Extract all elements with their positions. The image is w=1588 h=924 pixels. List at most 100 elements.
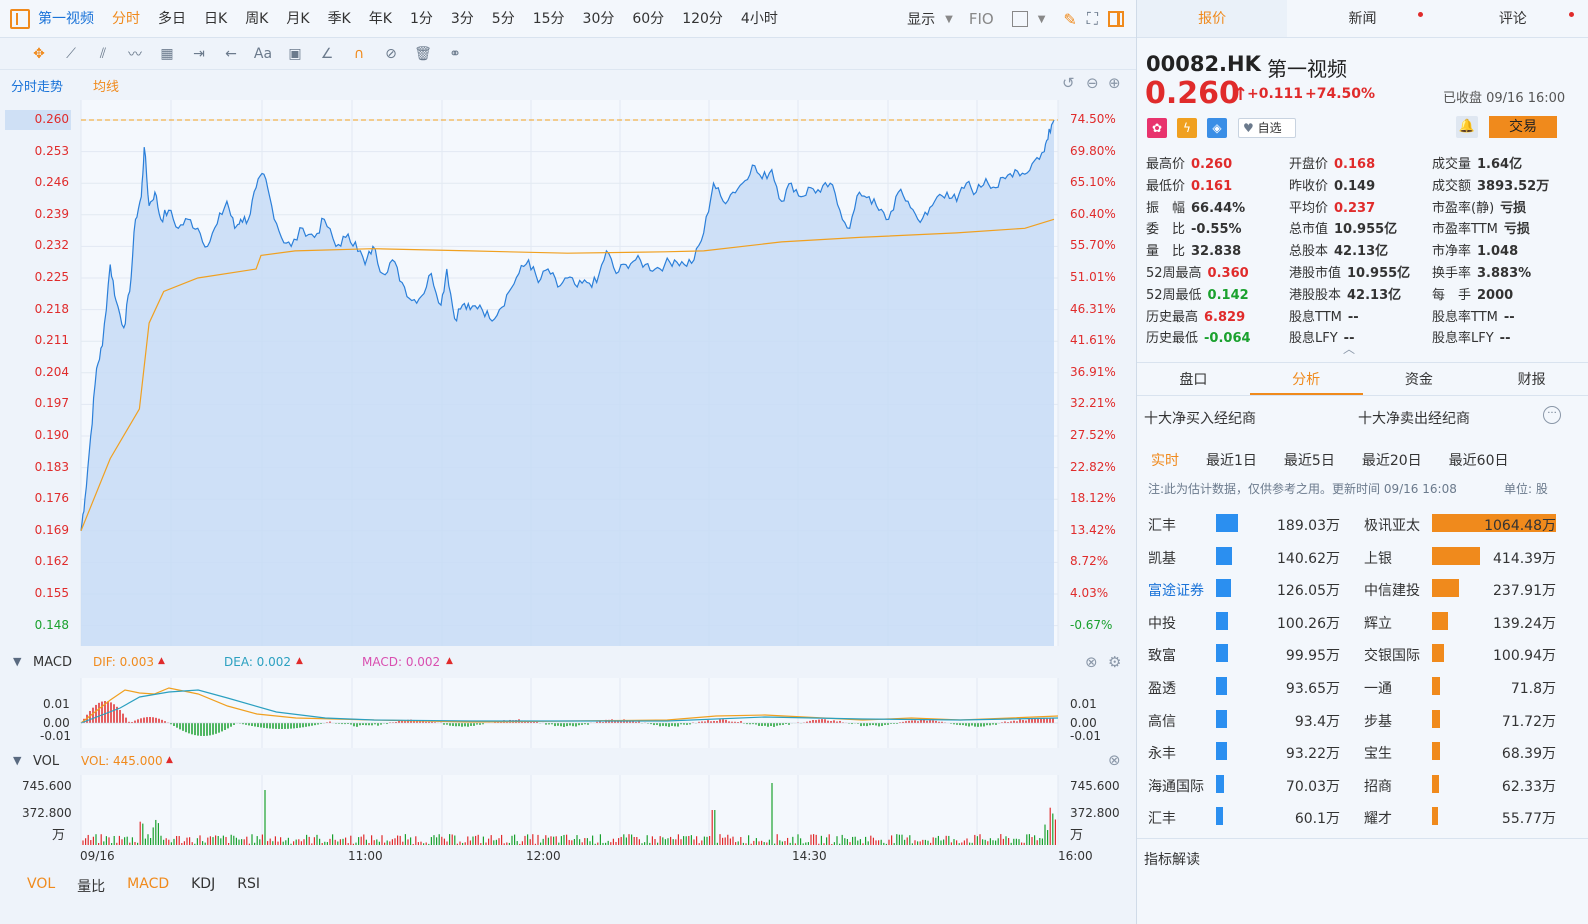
buy-value: 60.1万: [1294, 811, 1340, 828]
tab-5[interactable]: 月K: [286, 10, 310, 27]
tab-volume-ratio[interactable]: 量比: [77, 879, 106, 895]
up-arrow-icon: ↑: [1233, 84, 1249, 105]
text-tool-icon[interactable]: Aa: [253, 45, 273, 62]
move-icon[interactable]: ✥: [33, 45, 45, 62]
macd-dea: DEA: 0.002: [224, 655, 292, 669]
intraday-chart[interactable]: [0, 0, 1136, 924]
tab-10[interactable]: 5分: [491, 10, 515, 27]
collapse-icon[interactable]: ▼: [13, 754, 22, 767]
tab-quote[interactable]: 报价: [1137, 0, 1288, 37]
tab-2[interactable]: 多日: [158, 10, 186, 27]
up-triangle-icon: ▲: [166, 755, 173, 765]
sell-value: 100.94万: [1493, 648, 1556, 665]
stat-value: --: [1343, 331, 1355, 347]
zoom-out-icon[interactable]: ⊖: [1086, 74, 1099, 92]
settings-icon[interactable]: ⚙: [1108, 653, 1122, 671]
tab-analysis[interactable]: 分析: [1249, 363, 1363, 395]
stat-label: 成交量: [1432, 157, 1472, 172]
percent-tick: 22.82%: [1070, 459, 1116, 474]
pencil-icon[interactable]: ✎: [1063, 9, 1077, 29]
period-tab-bar: 第一视频 分时 多日 日K 周K 月K 季K 年K 1分 3分 5分 15分 30分 60分 120分 4小时…: [0, 0, 1136, 38]
line-tool-icon[interactable]: ⟋: [66, 45, 76, 62]
zoom-in-icon[interactable]: ⊕: [1108, 74, 1121, 92]
stat-label: 港股市值: [1289, 266, 1342, 281]
top-buyers-title: 十大净买入经纪商: [1144, 411, 1256, 427]
stat-value: 0.149: [1334, 178, 1376, 194]
buy-broker-name[interactable]: 富途证券: [1148, 583, 1204, 600]
watchlist-button[interactable]: ♥ 自选: [1238, 118, 1296, 138]
measure-tool-icon[interactable]: ⇥: [193, 45, 205, 62]
display-dropdown[interactable]: 显示: [907, 12, 936, 28]
period-4[interactable]: 最近60日: [1448, 453, 1509, 469]
tab-7[interactable]: 年K: [368, 10, 392, 27]
reset-icon[interactable]: ↺: [1062, 74, 1075, 92]
tab-12[interactable]: 30分: [582, 10, 615, 27]
bell-icon[interactable]: 🔔: [1456, 116, 1478, 138]
tab-rsi[interactable]: RSI: [237, 876, 260, 892]
tab-14[interactable]: 120分: [682, 10, 723, 27]
fullscreen-icon[interactable]: ⛶: [1086, 9, 1098, 28]
channel-tool-icon[interactable]: ⫽: [99, 45, 107, 62]
tab-macd[interactable]: MACD: [127, 876, 170, 892]
fib-tool-icon[interactable]: ▦: [160, 45, 174, 62]
tab-0[interactable]: 第一视频: [38, 10, 94, 27]
fio-label[interactable]: FIO: [968, 10, 994, 28]
tab-financials[interactable]: 财报: [1517, 372, 1546, 388]
close-icon[interactable]: ⊗: [1085, 653, 1098, 671]
stat-value: 0.142: [1207, 287, 1249, 303]
tab-capital[interactable]: 资金: [1404, 372, 1433, 388]
eraser-icon[interactable]: ∠: [320, 45, 334, 62]
sell-bar: [1432, 514, 1556, 532]
last-price: 0.260: [1145, 76, 1240, 111]
tab-comments[interactable]: 评论: [1438, 0, 1588, 37]
collapse-icon[interactable]: ▼: [13, 655, 22, 668]
stat-item: 开盘价 0.168: [1289, 153, 1375, 172]
average-line: [80, 218, 1055, 532]
stat-item: 委 比 -0.55%: [1146, 218, 1242, 237]
stat-value: 3893.52万: [1477, 178, 1550, 194]
checkbox-icon[interactable]: [1011, 11, 1028, 27]
more-icon[interactable]: ···: [1543, 406, 1561, 424]
tab-news[interactable]: 新闻: [1287, 0, 1437, 37]
chevron-up-icon[interactable]: ︿: [1343, 342, 1356, 356]
flash-icon: ϟ: [1177, 118, 1197, 138]
tab-9[interactable]: 3分: [450, 10, 474, 27]
tab-6[interactable]: 季K: [327, 10, 351, 27]
tab-15[interactable]: 4小时: [740, 10, 778, 27]
stat-label: 总市值: [1289, 222, 1329, 238]
tab-kdj[interactable]: KDJ: [191, 876, 216, 892]
wave-tool-icon[interactable]: 〰: [128, 46, 142, 63]
link-icon[interactable]: ⚭: [449, 45, 461, 62]
tab-orderbook[interactable]: 盘口: [1179, 372, 1208, 388]
trash-icon[interactable]: 🗑: [414, 45, 432, 62]
period-3[interactable]: 最近20日: [1361, 453, 1422, 469]
dea-line: [80, 689, 1059, 724]
tab-11[interactable]: 15分: [532, 10, 565, 27]
arrow-tool-icon[interactable]: ←: [225, 45, 237, 62]
tab-1[interactable]: 分时: [112, 10, 140, 27]
notification-dot: [1568, 12, 1574, 17]
sell-value: 414.39万: [1493, 550, 1556, 567]
trade-button[interactable]: 交易: [1489, 116, 1557, 138]
sidebar-icon[interactable]: [1108, 11, 1124, 27]
tab-13[interactable]: 60分: [632, 10, 665, 27]
stock-name: 第一视频: [1267, 57, 1347, 81]
sell-value: 1064.48万: [1484, 518, 1556, 534]
comment-icon[interactable]: ▣: [288, 45, 302, 62]
tab-4[interactable]: 周K: [245, 10, 269, 27]
chart-mode-label: 分时走势: [11, 80, 64, 95]
panel-toggle-icon[interactable]: [10, 8, 30, 29]
time-label: 16:00: [1058, 849, 1093, 863]
tab-3[interactable]: 日K: [204, 10, 228, 27]
price-tick: 0.183: [34, 459, 69, 474]
tab-vol[interactable]: VOL: [27, 876, 56, 892]
tab-8[interactable]: 1分: [409, 10, 433, 27]
close-icon[interactable]: ⊗: [1108, 751, 1121, 769]
magnet-icon[interactable]: ∩: [353, 45, 365, 62]
data-note: 注:此为估计数据，仅供参考之用。更新时间 09/16 16:08: [1148, 482, 1457, 496]
period-2[interactable]: 最近5日: [1283, 453, 1335, 469]
period-0[interactable]: 实时: [1151, 453, 1179, 469]
buy-broker-name: 汇丰: [1148, 518, 1176, 534]
period-1[interactable]: 最近1日: [1206, 453, 1257, 469]
hide-icon[interactable]: ⊘: [385, 45, 397, 62]
